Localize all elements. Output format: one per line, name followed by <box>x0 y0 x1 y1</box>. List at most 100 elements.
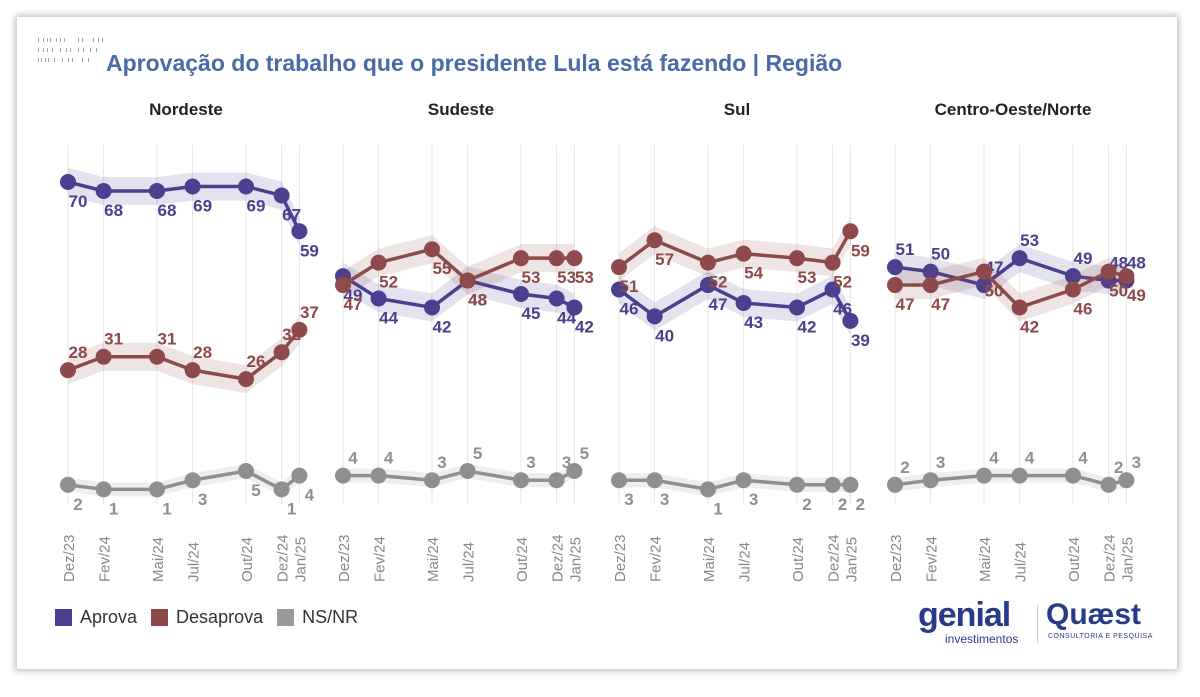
data-point <box>548 290 565 307</box>
data-label: 3 <box>562 453 571 472</box>
data-label: 54 <box>744 264 763 283</box>
data-point <box>184 472 201 489</box>
data-label: 53 <box>798 268 817 287</box>
data-point <box>887 476 903 493</box>
data-point <box>976 263 992 280</box>
chart-title: Aprovação do trabalho que o presidente L… <box>106 50 843 76</box>
data-label: 3 <box>749 490 758 509</box>
barcode-decoration <box>38 38 103 62</box>
data-label: 3 <box>936 453 945 472</box>
data-point <box>646 472 663 489</box>
confidence-band <box>895 257 1127 322</box>
legend-label-nsnr: NS/NR <box>302 607 359 627</box>
x-tick-label: Fev/24 <box>924 536 941 582</box>
x-tick-label: Mai/24 <box>977 537 994 582</box>
data-label: 28 <box>69 343 88 362</box>
data-label: 50 <box>985 282 1004 301</box>
data-point <box>60 174 76 190</box>
data-label: 2 <box>838 495 847 514</box>
data-point <box>735 245 752 262</box>
data-label: 42 <box>1020 317 1039 336</box>
x-tick-label: Mai/24 <box>701 537 718 582</box>
quaest-logo: Quæst <box>1046 598 1142 631</box>
x-tick-label: Mai/24 <box>150 537 167 582</box>
data-label: 50 <box>931 245 950 264</box>
x-tick-label: Dez/24 <box>826 534 843 582</box>
data-label: 28 <box>193 343 212 362</box>
data-label: 59 <box>300 241 319 260</box>
data-label: 1 <box>162 499 171 518</box>
data-label: 42 <box>575 317 594 336</box>
data-label: 39 <box>851 331 870 350</box>
data-label: 51 <box>620 277 639 296</box>
data-label: 67 <box>282 205 301 224</box>
data-point <box>370 254 387 271</box>
data-point <box>887 259 903 276</box>
data-point <box>95 182 112 199</box>
x-tick-label: Dez/23 <box>612 534 629 582</box>
data-point <box>1011 250 1028 267</box>
data-label: 3 <box>198 490 207 509</box>
legend-item-desaprova: Desaprova <box>151 607 263 628</box>
data-point <box>184 178 201 195</box>
data-point <box>335 277 351 294</box>
data-point <box>1100 263 1117 280</box>
data-point <box>424 241 440 258</box>
data-point <box>735 472 752 489</box>
legend-swatch-aprova <box>55 609 72 626</box>
data-label: 53 <box>575 268 594 287</box>
data-point <box>149 481 165 498</box>
x-tick-label: Out/24 <box>1066 537 1083 582</box>
data-label: 43 <box>744 313 763 332</box>
data-point <box>149 348 165 365</box>
x-tick-label: Dez/24 <box>1102 534 1119 582</box>
quaest-logo-subtitle: CONSULTORIA E PESQUISA <box>1048 633 1153 640</box>
data-label: 42 <box>433 317 452 336</box>
data-label: 3 <box>437 453 446 472</box>
data-label: 4 <box>384 449 394 468</box>
data-label: 5 <box>580 444 589 463</box>
data-point <box>459 463 476 479</box>
data-label: 2 <box>73 495 82 514</box>
x-tick-label: Dez/23 <box>336 534 353 582</box>
x-tick-label: Jan/25 <box>567 537 584 582</box>
data-point <box>824 281 841 298</box>
data-label: 52 <box>709 273 728 292</box>
data-point <box>922 263 939 280</box>
x-tick-label: Fev/24 <box>648 536 665 582</box>
data-label: 2 <box>856 495 865 514</box>
data-label: 4 <box>1078 449 1088 468</box>
x-tick-label: Jan/25 <box>1119 537 1136 582</box>
data-label: 53 <box>522 268 541 287</box>
data-point <box>700 254 716 271</box>
data-point <box>149 182 165 199</box>
logo-divider <box>1037 605 1038 643</box>
legend-label-aprova: Aprova <box>80 607 138 627</box>
data-point <box>424 299 440 316</box>
data-point <box>976 467 992 484</box>
data-label: 46 <box>620 300 639 319</box>
data-label: 3 <box>526 453 535 472</box>
data-point <box>291 223 308 240</box>
confidence-band <box>619 271 851 335</box>
data-point <box>548 472 565 489</box>
data-point <box>335 467 351 484</box>
data-point <box>238 463 254 479</box>
data-point <box>1011 467 1028 484</box>
data-label: 70 <box>69 192 88 211</box>
data-point <box>611 259 627 276</box>
data-point <box>611 472 627 489</box>
x-tick-label: Dez/23 <box>888 534 905 582</box>
data-point <box>238 371 254 388</box>
data-point <box>370 290 387 307</box>
genial-logo: genial <box>918 596 1011 634</box>
data-label: 68 <box>104 201 123 220</box>
data-point <box>922 472 939 489</box>
data-label: 52 <box>379 273 398 292</box>
x-tick-label: Mai/24 <box>425 537 442 582</box>
data-point <box>370 467 387 484</box>
data-point <box>513 472 529 489</box>
data-label: 1 <box>287 499 296 518</box>
data-label: 47 <box>896 295 915 314</box>
data-label: 3 <box>660 490 669 509</box>
